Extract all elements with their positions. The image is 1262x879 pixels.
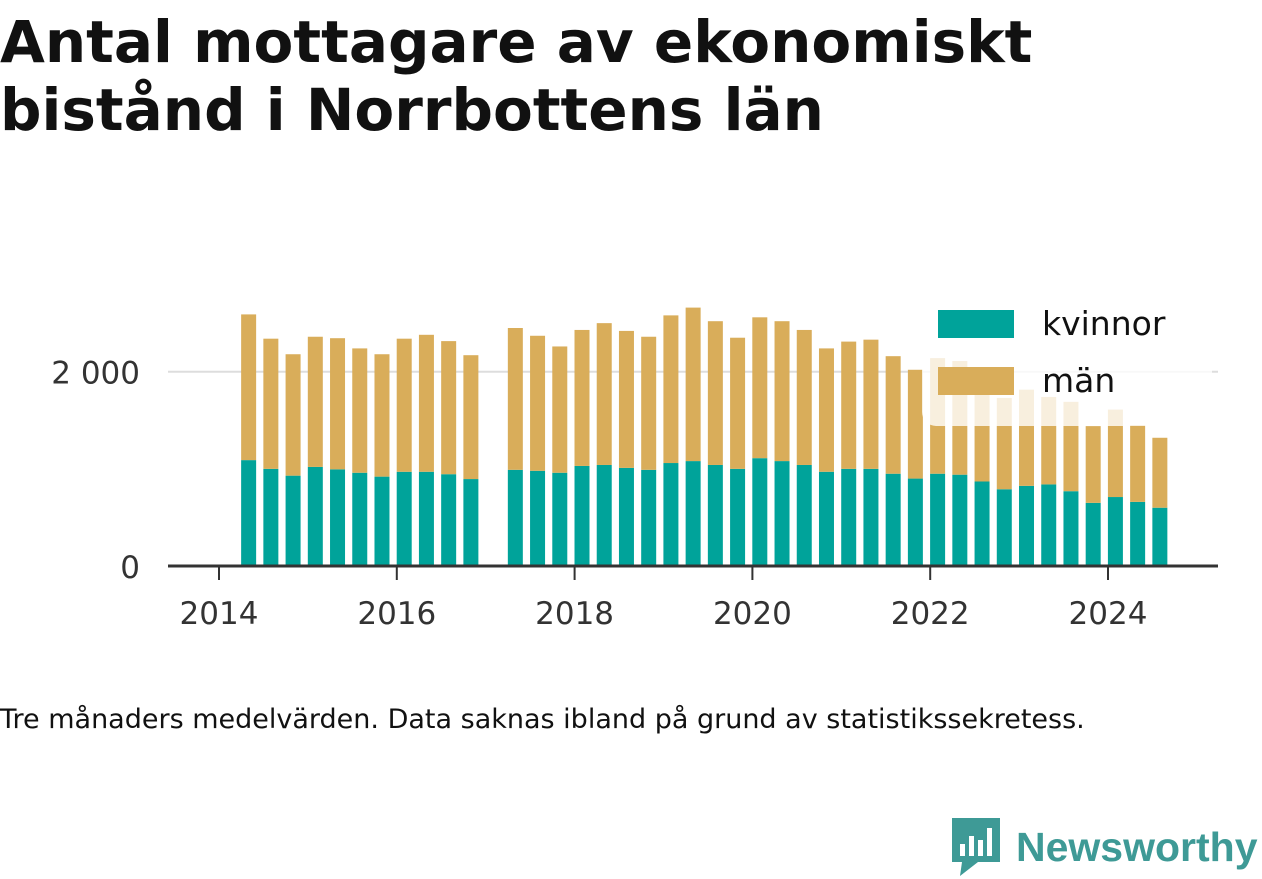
bar-man — [596, 323, 612, 465]
bar-kvinnor — [774, 461, 790, 566]
bar-kvinnor — [1107, 497, 1123, 566]
bar-kvinnor — [507, 469, 523, 566]
bar-kvinnor — [974, 481, 990, 566]
bar-kvinnor — [263, 468, 279, 566]
bar-man — [1085, 426, 1101, 503]
bar-kvinnor — [1041, 484, 1057, 566]
bar-kvinnor — [441, 474, 457, 566]
brand-logo: Newsworthy — [948, 815, 1258, 879]
bar-kvinnor — [818, 471, 834, 566]
bar-man — [530, 335, 546, 471]
bar-man — [352, 348, 368, 473]
bar-man — [907, 369, 923, 479]
bar-kvinnor — [596, 464, 612, 566]
x-tick-label: 2024 — [1069, 596, 1148, 632]
bar-kvinnor — [841, 468, 857, 566]
bar-man — [418, 334, 434, 472]
bar-man — [885, 356, 901, 474]
bar-man — [818, 348, 834, 472]
bar-man — [507, 328, 523, 470]
chart-caption: Tre månaders medelvärden. Data saknas ib… — [0, 704, 1085, 735]
bar-man — [374, 354, 390, 477]
bar-kvinnor — [730, 468, 746, 566]
bar-kvinnor — [618, 467, 634, 566]
bar-kvinnor — [863, 468, 879, 566]
bar-kvinnor — [796, 464, 812, 566]
bar-man — [707, 321, 723, 465]
bar-man — [463, 355, 479, 480]
bar-man — [663, 315, 679, 464]
bar-kvinnor — [1152, 507, 1168, 566]
bar-man — [263, 338, 279, 469]
bar-kvinnor — [1130, 501, 1146, 566]
legend-label-kvinnor: kvinnor — [1042, 304, 1166, 343]
y-tick-label: 0 — [120, 550, 140, 586]
bar-man — [396, 338, 412, 472]
bar-kvinnor — [752, 458, 768, 566]
bar-man — [752, 317, 768, 459]
bar-kvinnor — [1063, 491, 1079, 566]
bar-kvinnor — [307, 466, 323, 566]
legend-swatch-man — [938, 367, 1014, 395]
bar-kvinnor — [707, 464, 723, 566]
bar-man — [730, 337, 746, 469]
bar-kvinnor — [1019, 485, 1035, 566]
legend-swatch-kvinnor — [938, 310, 1014, 338]
bar-kvinnor — [463, 479, 479, 566]
x-tick-label: 2014 — [180, 596, 259, 632]
bar-kvinnor — [885, 473, 901, 566]
bar-man — [1130, 425, 1146, 502]
bar-kvinnor — [352, 472, 368, 566]
x-axis: 2014 2016 2018 2020 2022 2024 — [180, 566, 1148, 632]
bar-man — [441, 341, 457, 475]
x-tick-label: 2018 — [535, 596, 614, 632]
bar-kvinnor — [1085, 502, 1101, 566]
bar-man — [641, 336, 657, 470]
bar-kvinnor — [574, 465, 590, 566]
bar-kvinnor — [552, 472, 568, 566]
bar-kvinnor — [396, 471, 412, 566]
bar-kvinnor — [952, 474, 968, 566]
y-axis: 0 2 000 — [51, 356, 140, 586]
legend: kvinnor män — [922, 292, 1212, 426]
bar-kvinnor — [241, 460, 257, 566]
bar-kvinnor — [530, 470, 546, 566]
bar-kvinnor — [641, 469, 657, 566]
bar-man — [241, 314, 257, 461]
bar-kvinnor — [907, 478, 923, 566]
bar-kvinnor — [330, 469, 346, 566]
bar-man — [1152, 437, 1168, 508]
bar-man — [774, 321, 790, 462]
bar-man — [863, 339, 879, 469]
bar-man — [685, 307, 701, 462]
bar-kvinnor — [418, 471, 434, 566]
bar-man — [618, 330, 634, 468]
newsworthy-logo-icon — [952, 818, 1000, 876]
x-tick-label: 2020 — [713, 596, 792, 632]
y-tick-label: 2 000 — [51, 356, 140, 392]
brand-name: Newsworthy — [1016, 823, 1258, 870]
legend-label-man: män — [1042, 361, 1115, 400]
bar-kvinnor — [930, 473, 946, 566]
bar-man — [330, 338, 346, 470]
chart-title: Antal mottagare av ekonomiskt bistånd i … — [0, 8, 1033, 144]
bar-kvinnor — [996, 489, 1012, 566]
bar-kvinnor — [663, 463, 679, 566]
x-tick-label: 2022 — [891, 596, 970, 632]
bar-man — [841, 341, 857, 469]
bar-man — [552, 346, 568, 473]
stacked-bar-chart: 2014 2016 2018 2020 2022 2024 0 2 000 kvinnor … — [51, 292, 1218, 632]
bar-man — [1107, 409, 1123, 498]
bar-man — [574, 329, 590, 466]
bar-kvinnor — [285, 475, 301, 566]
bar-kvinnor — [374, 476, 390, 566]
bar-man — [307, 336, 323, 467]
bar-man — [285, 354, 301, 476]
bar-kvinnor — [685, 461, 701, 566]
x-tick-label: 2016 — [357, 596, 436, 632]
bar-man — [796, 329, 812, 465]
